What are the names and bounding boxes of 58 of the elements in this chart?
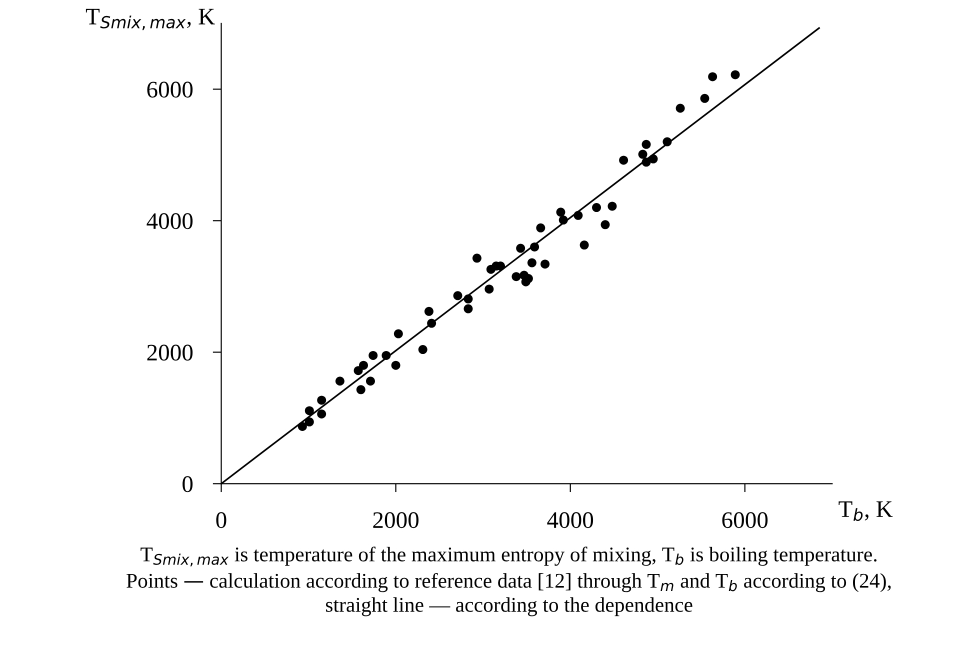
y-tick-label: 2000 <box>147 344 193 361</box>
point <box>730 70 740 80</box>
point <box>516 244 526 253</box>
point <box>368 350 378 360</box>
x-tick-label: 0 <box>216 512 226 528</box>
point <box>394 329 403 338</box>
y-tick-label: 6000 <box>147 82 193 98</box>
point <box>359 360 368 370</box>
point <box>608 202 617 211</box>
point <box>354 366 363 376</box>
point <box>530 242 540 252</box>
point <box>648 154 658 164</box>
point <box>484 284 494 294</box>
point <box>558 216 568 225</box>
point <box>427 318 436 328</box>
point <box>298 422 307 431</box>
point <box>676 104 685 113</box>
point <box>464 304 473 314</box>
point <box>536 223 546 232</box>
point <box>592 203 602 212</box>
point <box>335 376 344 386</box>
point <box>580 240 589 250</box>
text: straight line — according to the dependence <box>326 597 692 616</box>
x-tick-label: 6000 <box>722 512 768 528</box>
point <box>424 306 434 316</box>
point <box>453 291 462 300</box>
y-axis-title: T$_{Smix,max}$, K <box>86 8 215 30</box>
point <box>638 150 648 159</box>
text: Points — calculation according to reference data [12] through T$_{m}$ and T$_{b}$ according to (24), <box>126 572 891 592</box>
point <box>366 376 375 386</box>
text: T$_{Smix,max}$ is temperature of the maximum entropy of mixing, T$_{b}$ is boiling temperature. <box>140 546 876 566</box>
point <box>512 272 521 282</box>
point <box>472 254 482 263</box>
point <box>317 396 326 405</box>
point <box>642 158 651 167</box>
point <box>391 360 400 370</box>
point <box>662 137 672 146</box>
point <box>418 345 428 354</box>
point <box>527 258 536 268</box>
x-tick-label: 2000 <box>373 512 419 528</box>
point <box>540 260 550 269</box>
point <box>700 94 710 103</box>
point <box>600 220 610 230</box>
y-tick-label: 0 <box>182 476 193 492</box>
point <box>382 350 391 360</box>
y-tick-label: 4000 <box>146 213 193 230</box>
point <box>556 208 566 217</box>
point <box>317 409 326 418</box>
point <box>708 72 718 82</box>
point <box>356 385 366 394</box>
point <box>464 294 473 304</box>
point <box>304 417 314 426</box>
x-tick-label: 4000 <box>547 512 594 528</box>
point <box>642 140 651 149</box>
point <box>304 406 314 416</box>
point <box>574 210 583 220</box>
point <box>619 156 628 165</box>
x-axis-title: T$_{b}$, K <box>838 501 893 521</box>
